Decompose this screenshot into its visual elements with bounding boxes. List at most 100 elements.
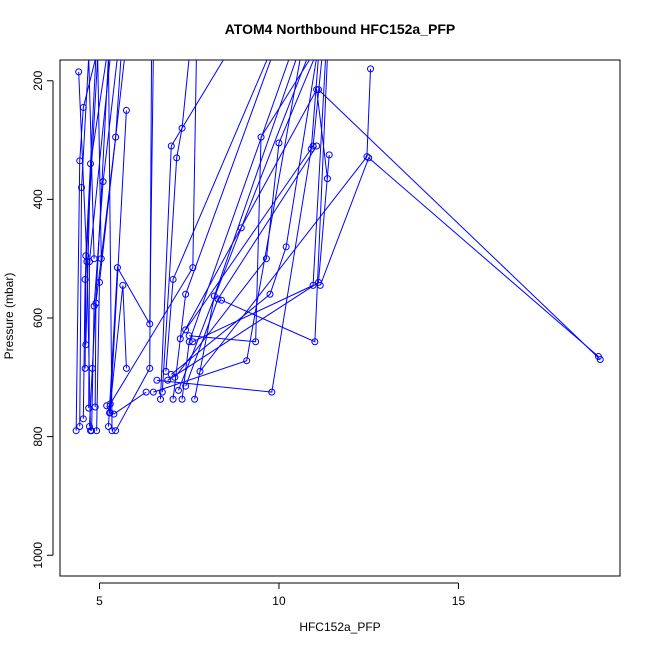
data-point	[191, 395, 199, 403]
data-point	[262, 255, 270, 263]
data-point	[257, 133, 265, 141]
data-point	[81, 275, 89, 283]
series-37	[316, 154, 602, 361]
series-line	[181, 60, 290, 400]
series-5	[81, 60, 97, 372]
series-line	[113, 391, 147, 415]
data-point	[79, 415, 87, 423]
series-18	[157, 60, 224, 403]
series-16	[110, 388, 150, 418]
data-point	[162, 367, 170, 375]
data-point	[173, 154, 181, 162]
series-36	[196, 65, 375, 375]
data-point	[323, 175, 331, 183]
series-11	[93, 60, 125, 435]
series-line	[172, 60, 272, 400]
data-point	[81, 364, 89, 372]
data-point	[122, 106, 130, 114]
data-point	[88, 427, 96, 435]
series-line	[189, 60, 311, 343]
data-point	[218, 296, 226, 304]
data-point	[189, 338, 197, 346]
data-point	[182, 290, 190, 298]
series-line	[82, 60, 102, 419]
series-27	[171, 60, 315, 381]
series-21	[169, 60, 272, 403]
data-point	[196, 367, 204, 375]
data-point	[182, 326, 190, 334]
data-point	[178, 395, 186, 403]
series-line	[107, 60, 154, 427]
data-point	[365, 154, 373, 162]
y-tick-label: 800	[31, 426, 45, 446]
data-point	[87, 160, 95, 168]
series-20	[162, 60, 268, 375]
data-point	[167, 370, 175, 378]
data-point	[367, 65, 375, 73]
data-point	[85, 423, 93, 431]
data-point	[104, 423, 112, 431]
series-line	[94, 60, 122, 407]
series-14	[106, 281, 130, 417]
series-line	[109, 60, 197, 405]
series-line	[84, 60, 97, 369]
data-point	[214, 295, 222, 303]
data-point	[282, 243, 290, 251]
y-axis-label: Pressure (mbar)	[2, 273, 16, 360]
x-tick-label: 5	[96, 594, 103, 608]
series-line	[161, 60, 190, 393]
series-line	[199, 68, 372, 372]
data-point	[93, 427, 101, 435]
y-tick-label: 200	[31, 70, 45, 90]
data-point	[252, 338, 260, 346]
series-line	[85, 60, 107, 345]
series-line	[174, 60, 315, 378]
series-line	[96, 60, 125, 431]
y-tick-label: 600	[31, 308, 45, 328]
data-point	[169, 275, 177, 283]
series-32	[218, 60, 328, 346]
y-tick-label: 1000	[31, 542, 45, 569]
data-point	[594, 353, 602, 361]
data-point	[113, 264, 121, 272]
series-line	[318, 89, 601, 360]
data-point	[174, 386, 182, 394]
data-point	[99, 178, 107, 186]
series-line	[179, 88, 328, 340]
data-point	[72, 427, 80, 435]
y-tick-label: 400	[31, 189, 45, 209]
series-29	[153, 60, 319, 396]
data-point	[153, 376, 161, 384]
data-point	[82, 252, 90, 260]
series-line	[88, 60, 111, 409]
data-point	[314, 86, 322, 94]
data-point	[75, 68, 83, 76]
series-line	[319, 157, 599, 357]
series-layer	[72, 60, 604, 435]
data-point	[76, 423, 84, 431]
series-line	[221, 60, 328, 343]
series-line	[109, 285, 127, 413]
data-point	[182, 382, 190, 390]
data-point	[146, 364, 154, 372]
data-point	[266, 290, 274, 298]
x-tick-label: 10	[272, 594, 286, 608]
series-line	[160, 60, 224, 400]
data-point	[106, 409, 114, 417]
data-point	[164, 376, 172, 384]
x-axis-label: HFC152a_PFP	[299, 620, 380, 634]
data-point	[85, 258, 93, 266]
series-9	[88, 60, 118, 435]
series-line	[156, 60, 319, 393]
series-line	[115, 60, 153, 431]
data-point	[268, 388, 276, 396]
x-tick-label: 15	[452, 594, 466, 608]
data-point	[142, 388, 150, 396]
data-point	[316, 281, 324, 289]
data-point	[169, 395, 177, 403]
data-point	[185, 332, 193, 340]
data-point	[149, 388, 157, 396]
series-line	[91, 60, 118, 431]
data-point	[363, 153, 371, 161]
